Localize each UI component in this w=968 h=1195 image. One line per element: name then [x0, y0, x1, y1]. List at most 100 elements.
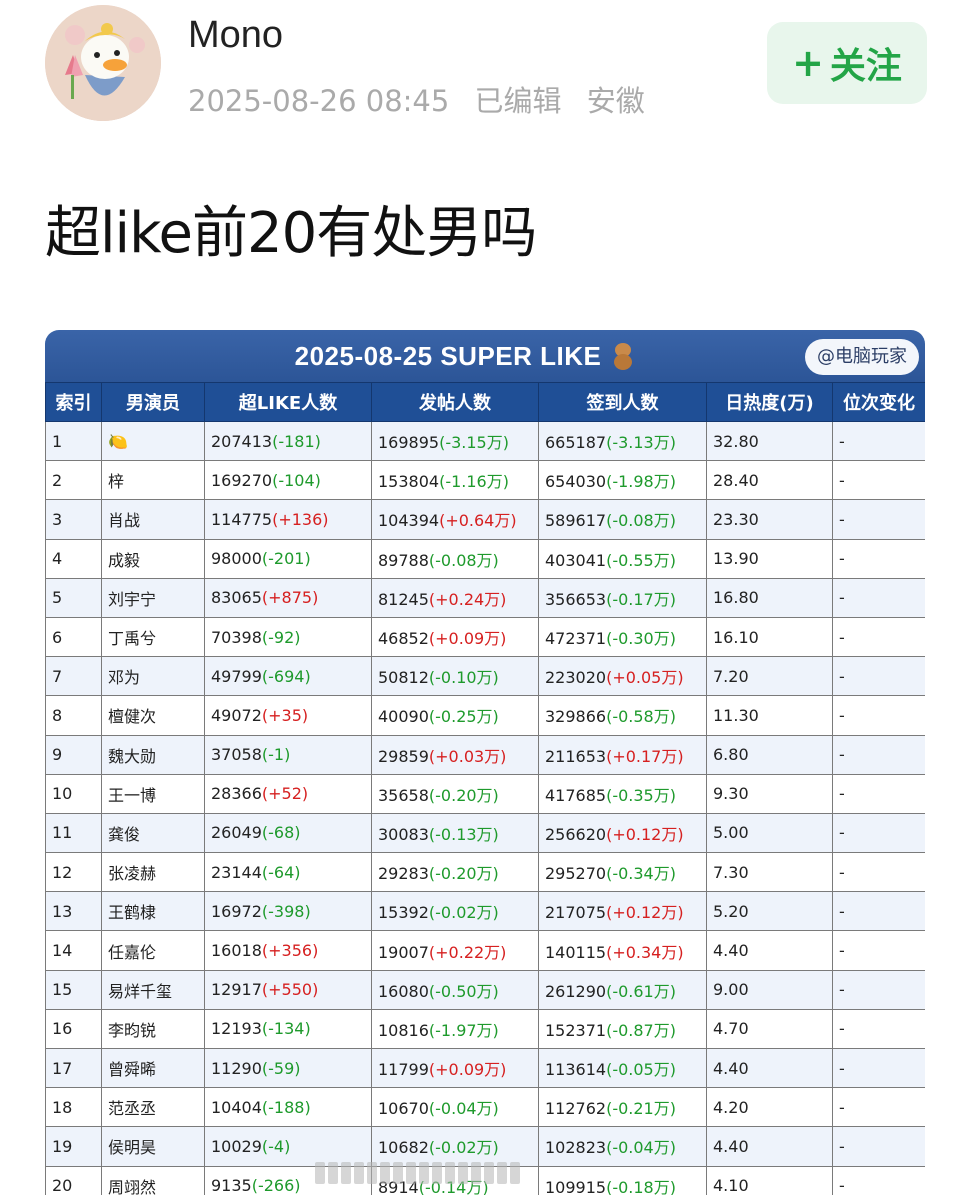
name-value: 王鹤棣 [108, 903, 157, 923]
table-cell: 7.30 [706, 852, 833, 893]
like-value: 49072 [211, 705, 262, 725]
like_d-value: (-92) [261, 627, 301, 647]
sign_d-value: (-0.55万) [606, 550, 676, 570]
post-date: 2025-08-26 08:45 [188, 84, 450, 118]
follow-button[interactable]: + 关注 [767, 22, 927, 104]
table-cell: 10682(-0.02万) [371, 1126, 539, 1167]
name-value: 成毅 [108, 550, 141, 570]
avatar[interactable] [45, 5, 161, 121]
name-value: 王一博 [108, 785, 157, 805]
table-cell: 40090(-0.25万) [371, 695, 539, 736]
name-value: 肖战 [108, 511, 141, 531]
table-cell: 35658(-0.20万) [371, 773, 539, 814]
table-cell: 易烊千玺 [101, 969, 205, 1010]
like-value: 37058 [211, 745, 262, 765]
sign-value: 112762 [545, 1099, 607, 1119]
idx-value: 14 [52, 941, 73, 961]
sign_d-value: (-0.05万) [606, 1060, 676, 1080]
table-cell: 32.80 [706, 420, 833, 462]
table-cell: 113614(-0.05万) [538, 1047, 707, 1089]
post-value: 30083 [378, 824, 429, 844]
table-cell: 11290(-59) [204, 1047, 372, 1089]
rank-value: - [839, 980, 845, 1000]
idx-value: 11 [52, 823, 73, 843]
table-cell: - [832, 852, 925, 893]
table-cell: 217075(+0.12万) [538, 891, 707, 932]
username[interactable]: Mono [188, 14, 284, 56]
post_d-value: (-0.25万) [428, 707, 499, 727]
ranking-table: 索引 男演员 超LIKE人数 发帖人数 签到人数 日热度(万) 位次变化 1 🍋 207413(… [45, 382, 925, 1195]
post-value: 153804 [378, 472, 440, 492]
rank-value: - [839, 1097, 845, 1117]
heat-value: 9.30 [713, 784, 749, 804]
sign_d-value: (+0.05万) [606, 668, 684, 688]
sign-value: 261290 [545, 981, 607, 1001]
table-cell: 81245(+0.24万) [371, 577, 539, 618]
table-cell: 4.20 [706, 1087, 833, 1128]
rank-value: - [839, 705, 845, 725]
table-cell: 梓 [101, 460, 205, 501]
table-row: 9 魏大勋 37058(-1) 29859(+0.03万) 211653(+0.17万)… [45, 734, 925, 775]
table-row: 16 李昀锐 12193(-134) 10816(-1.97万) 152371(-0.8… [45, 1008, 925, 1050]
table-cell: 5.20 [706, 891, 833, 932]
table-cell: 207413(-181) [204, 420, 372, 462]
table-cell: - [832, 695, 925, 736]
rank-value: - [839, 1136, 845, 1156]
table-cell: 9.00 [706, 969, 833, 1010]
like-value: 10404 [211, 1097, 262, 1117]
idx-value: 2 [52, 470, 63, 490]
table-row: 8 檀健次 49072(+35) 40090(-0.25万) 329866(-0.58万… [45, 695, 925, 736]
heat-value: 4.40 [713, 1058, 749, 1078]
name-value: 易烊千玺 [108, 981, 173, 1001]
table-row: 2 梓 169270(-104) 153804(-1.16万) 654030(-1.98… [45, 460, 925, 501]
post_d-value: (+0.03万) [428, 746, 507, 766]
rank-value: - [839, 666, 845, 686]
column-header: 男演员 [101, 382, 205, 422]
table-cell: 49799(-694) [204, 656, 372, 697]
heat-value: 28.40 [713, 470, 759, 490]
table-header-row: 索引 男演员 超LIKE人数 发帖人数 签到人数 日热度(万) 位次变化 [45, 382, 925, 422]
table-row: 19 侯明昊 10029(-4) 10682(-0.02万) 102823(-0.04万… [45, 1126, 925, 1167]
like_d-value: (+550) [261, 980, 319, 1000]
rank-value: - [839, 470, 845, 490]
like_d-value: (+35) [261, 705, 309, 725]
carousel-indicator [315, 1158, 585, 1188]
like_d-value: (-4) [261, 1136, 291, 1156]
table-cell: - [832, 969, 925, 1010]
heat-value: 4.40 [713, 941, 749, 961]
table-cell: 4.10 [706, 1165, 833, 1195]
follow-label: 关注 [829, 46, 902, 87]
post_d-value: (-0.02万) [428, 1138, 499, 1158]
table-row: 10 王一博 28366(+52) 35658(-0.20万) 417685(-0.35… [45, 773, 925, 814]
ranking-table-image[interactable]: 2025-08-25 SUPER LIKE @电脑玩家 索引 男演员 超LIKE人数… [45, 330, 925, 1195]
idx-value: 15 [52, 980, 73, 1000]
table-cell: 5.00 [706, 812, 833, 854]
sign-value: 102823 [545, 1138, 607, 1158]
rank-value: - [839, 745, 845, 765]
table-cell: 109915(-0.18万) [538, 1165, 707, 1195]
table-cell: 16 [45, 1008, 102, 1050]
sign_d-value: (+0.17万) [606, 746, 684, 766]
table-cell: 6 [45, 616, 102, 658]
table-cell: - [832, 930, 925, 971]
table-cell: 152371(-0.87万) [538, 1008, 707, 1050]
table-title: 2025-08-25 SUPER LIKE [294, 340, 602, 371]
table-cell: 2 [45, 460, 102, 501]
like-value: 9135 [211, 1176, 252, 1195]
table-cell: 16972(-398) [204, 891, 372, 932]
table-cell: 张凌赫 [101, 852, 205, 893]
post-value: 81245 [378, 589, 429, 609]
post-value: 29859 [378, 746, 429, 766]
table-cell: 104394(+0.64万) [371, 499, 539, 540]
table-cell: 刘宇宁 [101, 577, 205, 618]
table-cell: 28.40 [706, 460, 833, 501]
idx-value: 10 [52, 784, 73, 804]
name-value: 范丞丞 [108, 1099, 157, 1119]
sign-value: 654030 [545, 472, 607, 492]
rank-value: - [839, 901, 845, 921]
table-cell: - [832, 734, 925, 775]
sign-value: 211653 [545, 746, 607, 766]
like-value: 11290 [211, 1058, 262, 1078]
like_d-value: (-68) [261, 823, 301, 843]
post_d-value: (-0.20万) [428, 864, 499, 884]
